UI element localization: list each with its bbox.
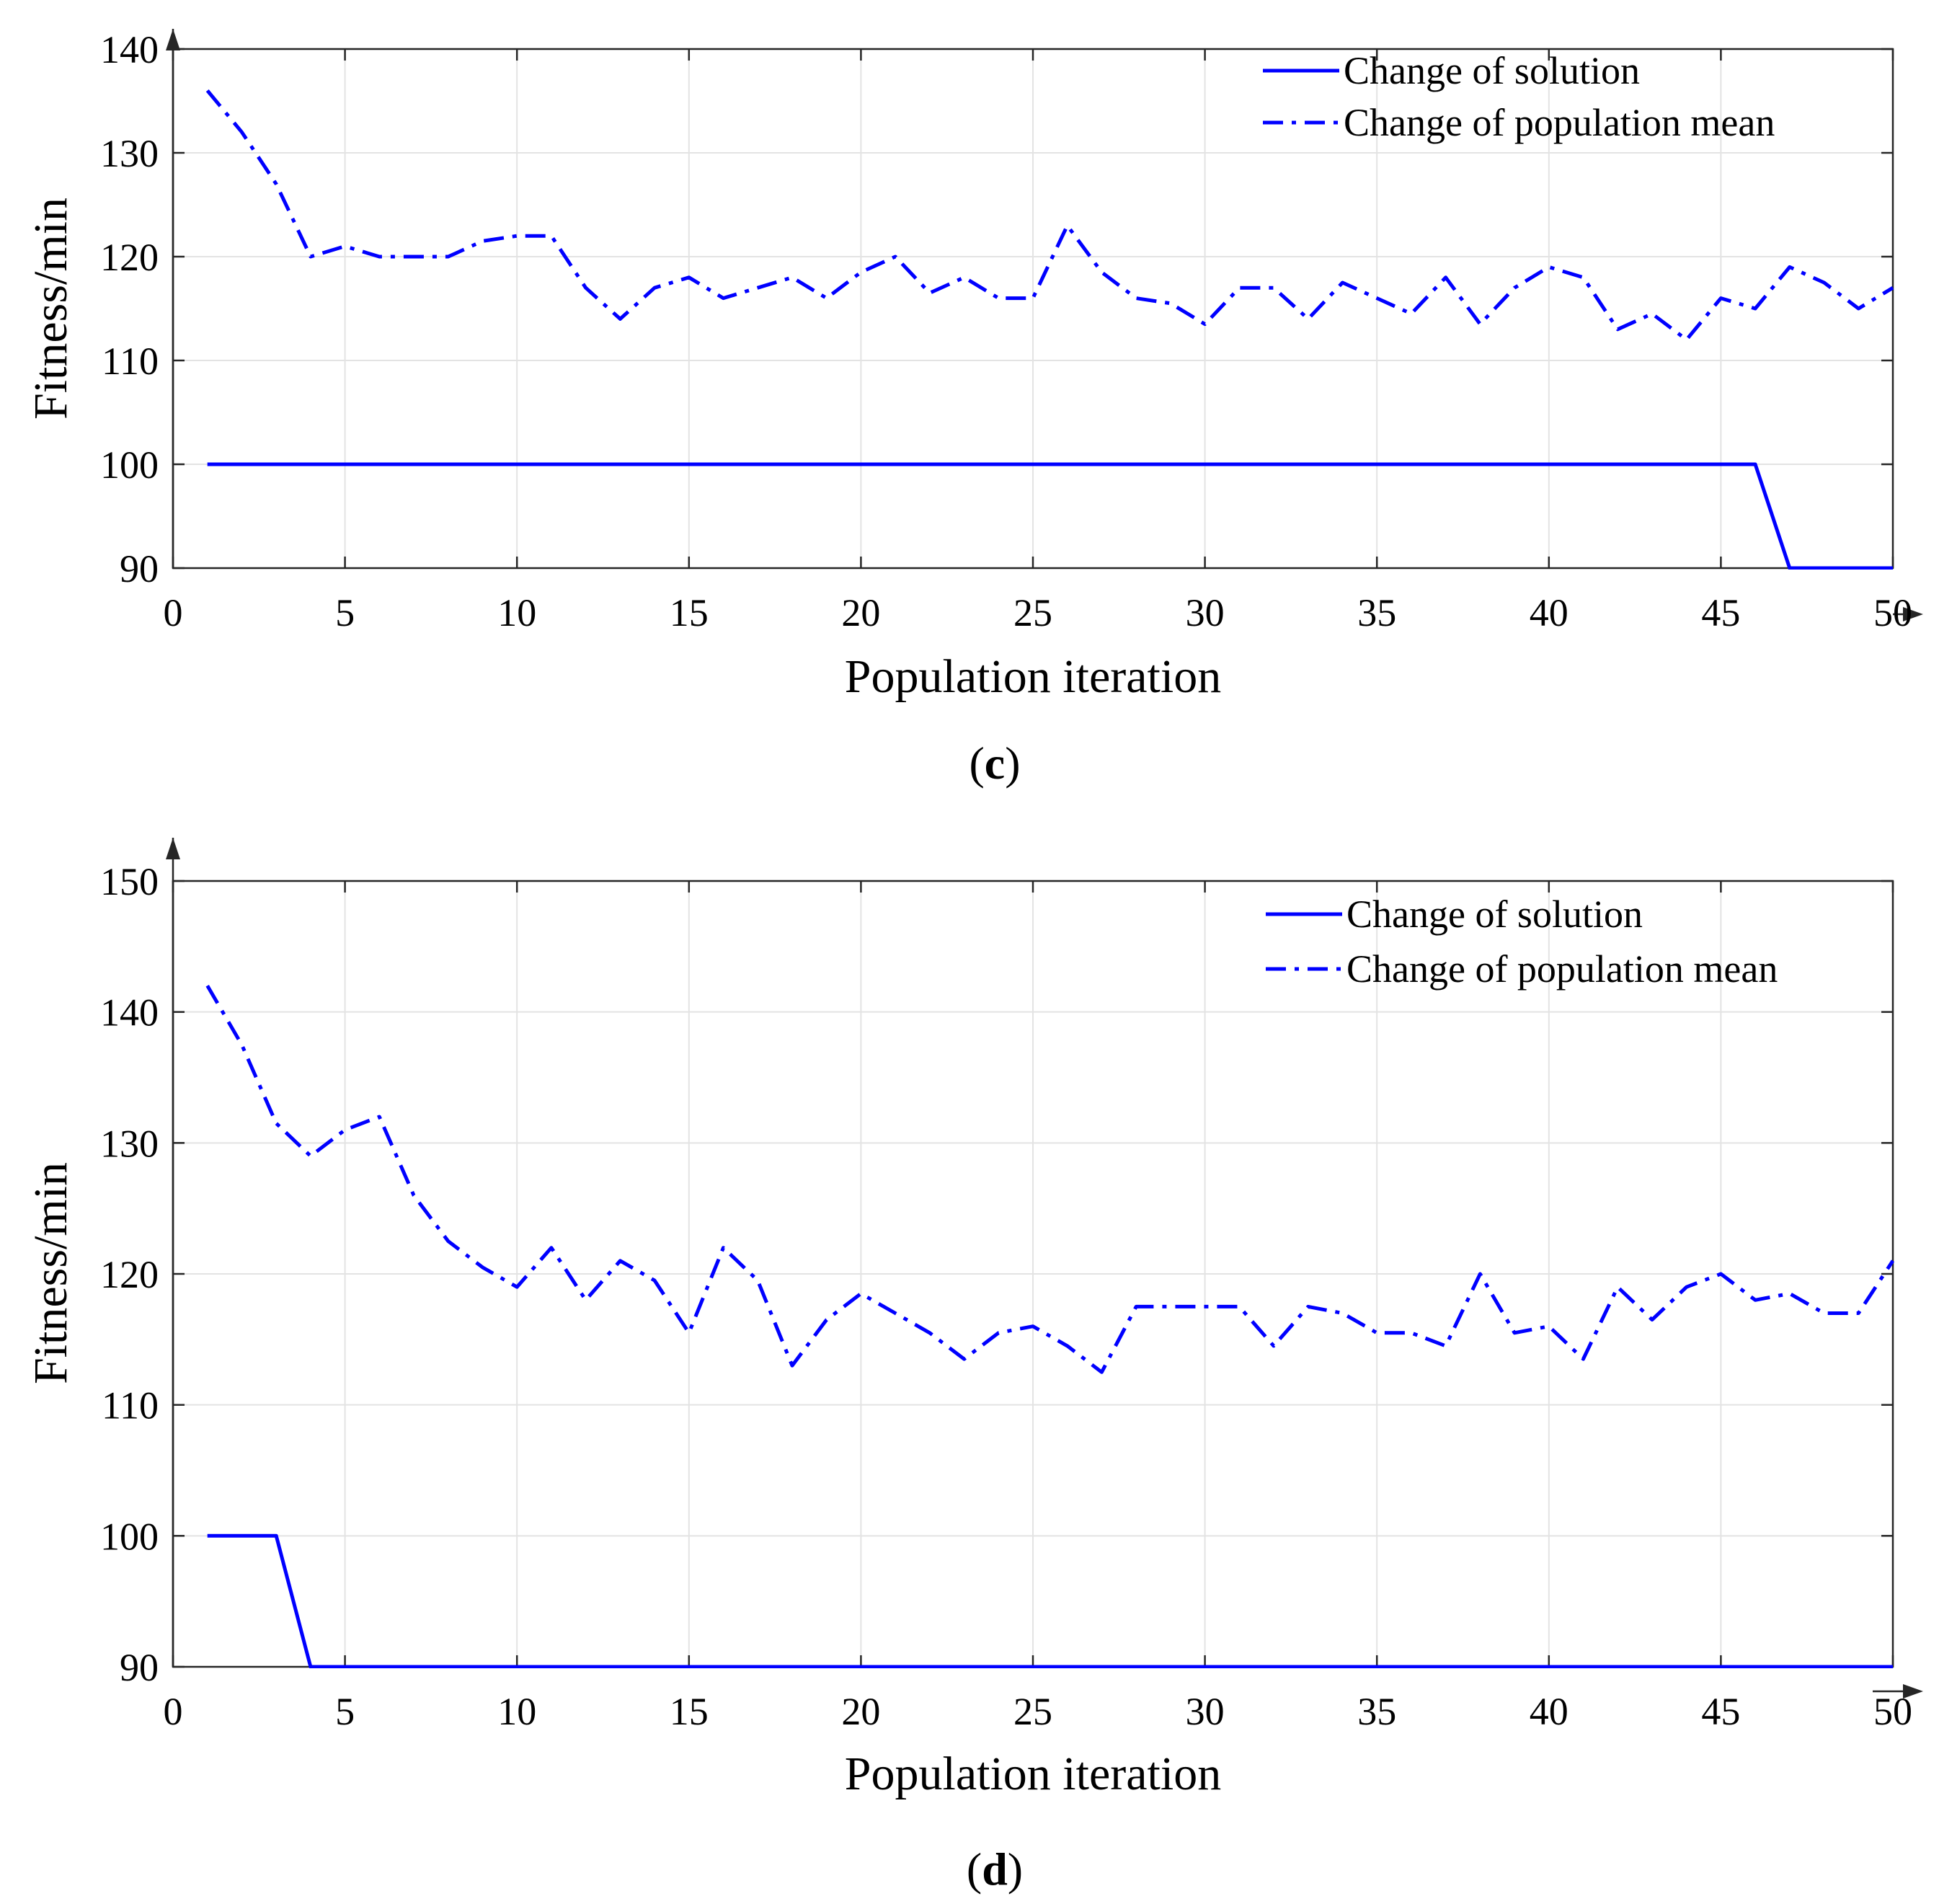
y-axis-title: Fitness/min — [25, 198, 77, 420]
x-tick-label: 0 — [164, 591, 183, 634]
x-tick-label: 5 — [335, 1690, 355, 1733]
series-line-population-mean — [205, 89, 1894, 342]
series-line-solution — [207, 462, 1893, 570]
y-tick-label: 150 — [100, 860, 159, 903]
x-tick-label: 45 — [1701, 591, 1740, 634]
series-layer — [205, 985, 1894, 1668]
y-tick-label: 90 — [120, 1646, 159, 1689]
x-tick-label: 45 — [1701, 1690, 1740, 1733]
legend-label-population-mean: Change of population mean — [1346, 947, 1778, 991]
series-line-population-mean — [205, 985, 1894, 1374]
legend: Change of solution Change of population … — [1266, 893, 1778, 991]
legend-label-solution: Change of solution — [1346, 893, 1643, 936]
panel-caption-c: (c) — [969, 738, 1020, 789]
y-ticks: 90 100 110 120 130 140 — [100, 28, 1893, 590]
y-tick-label: 130 — [100, 1122, 159, 1165]
series-line-solution — [207, 1533, 1893, 1668]
x-tick-label: 50 — [1873, 1690, 1912, 1733]
x-ticks: 0 5 10 15 20 25 30 35 40 45 50 — [164, 49, 1912, 634]
x-tick-label: 35 — [1357, 591, 1396, 634]
x-tick-label: 35 — [1357, 1690, 1396, 1733]
x-axis-title: Population iteration — [845, 1748, 1221, 1800]
x-tick-label: 20 — [841, 1690, 880, 1733]
x-axis-title: Population iteration — [845, 650, 1221, 703]
legend: Change of solution Change of population … — [1263, 49, 1775, 144]
x-tick-label: 25 — [1013, 591, 1052, 634]
x-tick-label: 40 — [1530, 1690, 1568, 1733]
x-tick-label: 25 — [1013, 1690, 1052, 1733]
y-axis-title: Fitness/min — [25, 1162, 77, 1384]
x-tick-label: 20 — [841, 591, 880, 634]
series-layer — [205, 89, 1894, 570]
y-tick-label: 140 — [100, 28, 159, 71]
panel-caption-d: (d) — [967, 1843, 1023, 1895]
y-tick-label: 100 — [100, 1515, 159, 1558]
y-tick-label: 130 — [100, 132, 159, 175]
x-tick-label: 50 — [1873, 591, 1912, 634]
x-tick-label: 15 — [670, 591, 709, 634]
y-tick-label: 140 — [100, 991, 159, 1035]
chart-panel-d: 0 5 10 15 20 25 30 35 40 45 50 90 100 110 120 130 140 15… — [25, 838, 1923, 1895]
grid-lines — [173, 881, 1893, 1667]
y-tick-label: 110 — [102, 1384, 159, 1427]
y-tick-label: 120 — [100, 236, 159, 279]
y-tick-label: 110 — [102, 340, 159, 383]
x-tick-label: 10 — [497, 1690, 536, 1733]
legend-label-solution: Change of solution — [1344, 49, 1640, 92]
x-tick-label: 40 — [1530, 591, 1568, 634]
chart-panel-c: 0 5 10 15 20 25 30 35 40 45 50 90 100 110 120 130 140 C… — [25, 28, 1923, 789]
x-ticks: 0 5 10 15 20 25 30 35 40 45 50 — [164, 881, 1912, 1733]
x-tick-label: 15 — [670, 1690, 709, 1733]
x-tick-label: 5 — [335, 591, 355, 634]
y-tick-label: 90 — [120, 547, 159, 590]
x-tick-label: 30 — [1186, 1690, 1225, 1733]
legend-label-population-mean: Change of population mean — [1344, 101, 1775, 144]
x-tick-label: 30 — [1186, 591, 1225, 634]
x-tick-label: 0 — [164, 1690, 183, 1733]
x-tick-label: 10 — [497, 591, 536, 634]
y-tick-label: 100 — [100, 443, 159, 487]
y-tick-label: 120 — [100, 1253, 159, 1296]
